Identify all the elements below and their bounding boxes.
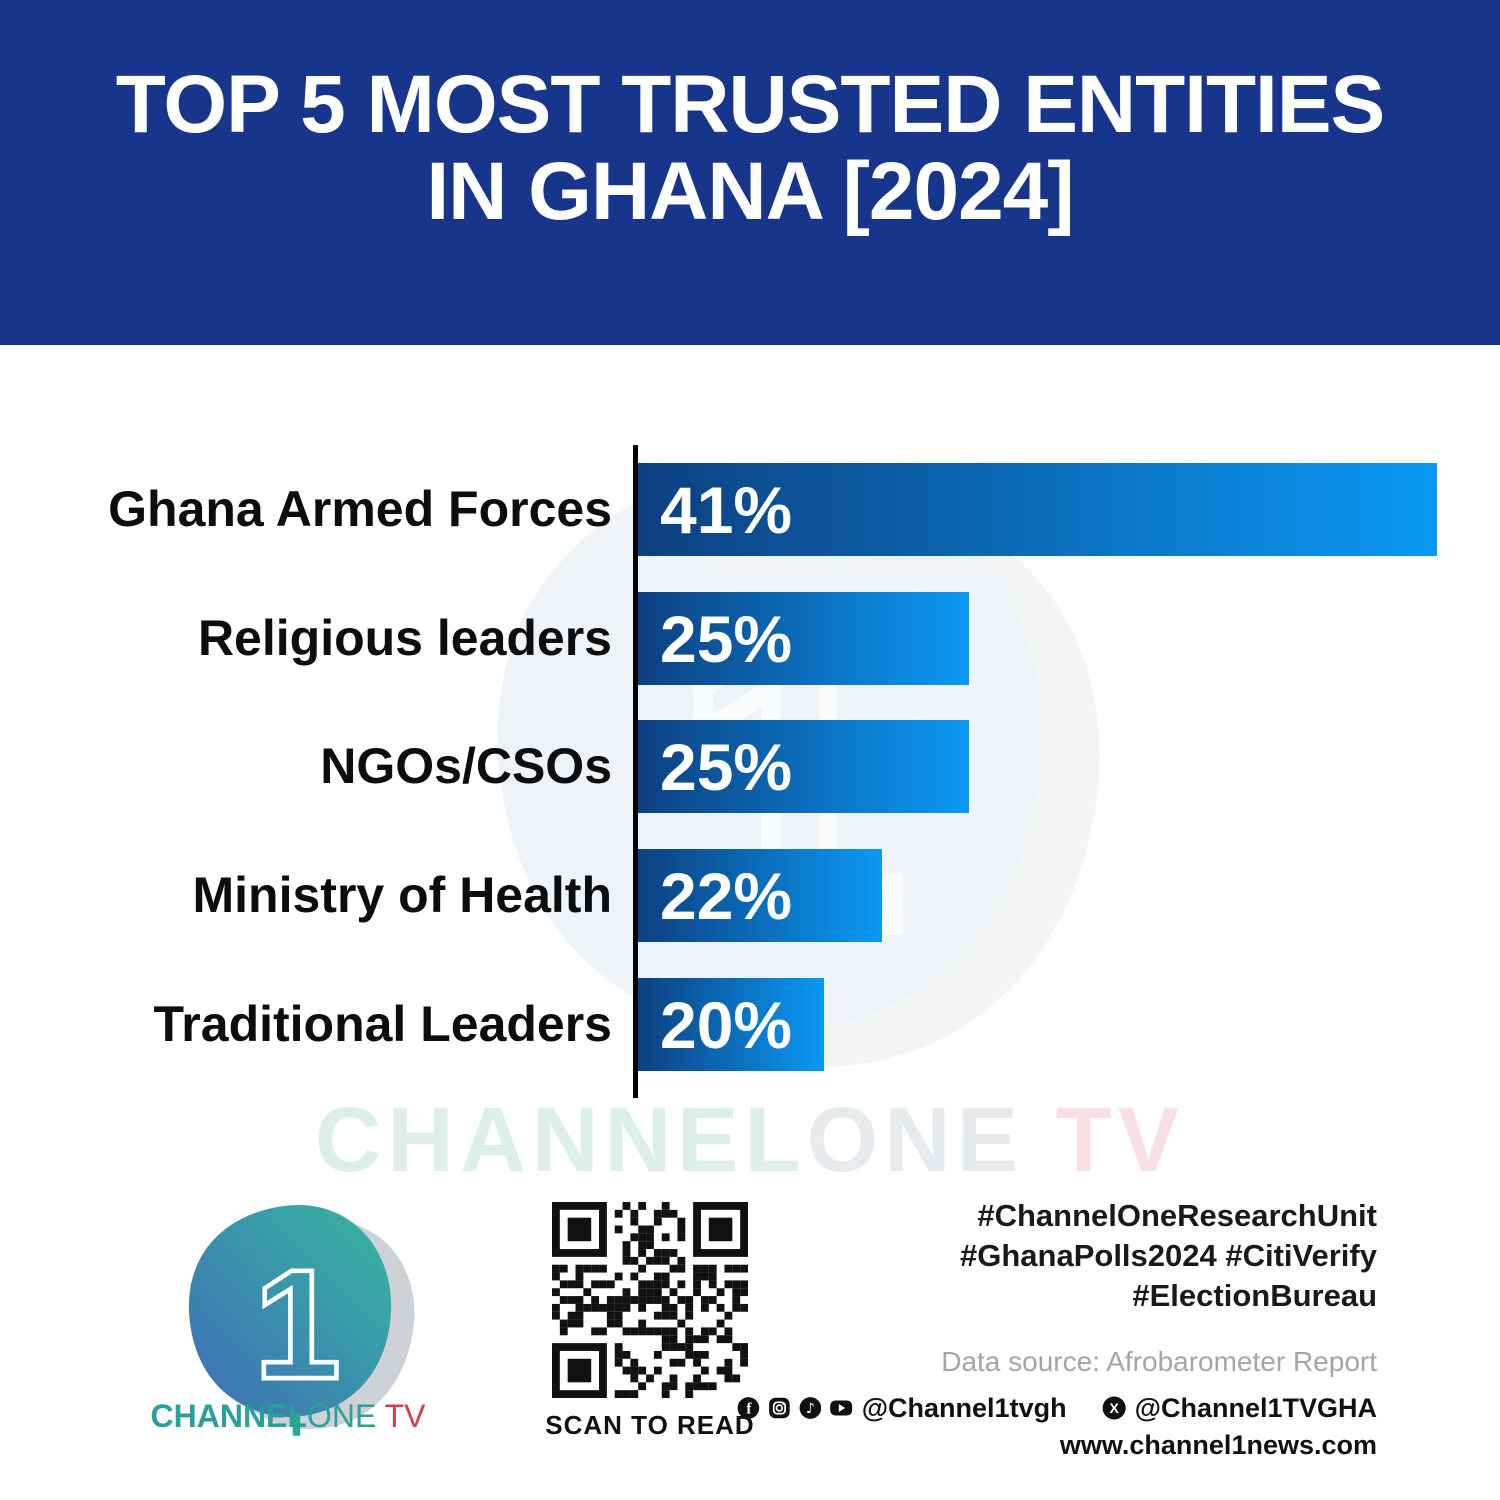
logo-wordmark: CHANNELONE TV — [138, 1398, 438, 1435]
bar-value-label: 41% — [660, 472, 793, 547]
website-url: www.channel1news.com — [1059, 1430, 1377, 1460]
footer-right-info: #ChannelOneResearchUnit #GhanaPolls2024 … — [737, 1196, 1377, 1461]
header-banner: TOP 5 MOST TRUSTED ENTITIES IN GHANA [20… — [0, 0, 1500, 345]
bar-religious-leaders: 25% — [638, 592, 969, 685]
category-label: Ghana Armed Forces — [108, 481, 612, 537]
title-line-1: TOP 5 MOST TRUSTED ENTITIES — [115, 59, 1385, 150]
svg-text:X: X — [1110, 1400, 1120, 1416]
bar-value-label: 25% — [660, 729, 793, 804]
watermark-one: ONE — [806, 1089, 1025, 1191]
category-label: NGOs/CSOs — [320, 738, 612, 794]
bar-ministry-of-health: 22% — [638, 849, 882, 942]
brand-watermark-text: CHANNELONE TV — [315, 1088, 1185, 1193]
social-handle-main: @Channel1tvgh — [861, 1392, 1067, 1423]
hashtag-line: #GhanaPolls2024 #CitiVerify — [960, 1238, 1377, 1273]
bar-value-label: 20% — [660, 987, 793, 1062]
hashtag-line: #ChannelOneResearchUnit — [977, 1198, 1377, 1233]
category-label: Traditional Leaders — [153, 996, 612, 1052]
page-title: TOP 5 MOST TRUSTED ENTITIES IN GHANA [20… — [0, 0, 1500, 236]
logo-digit-1: 1 — [254, 1238, 341, 1412]
chart-axis-line — [633, 445, 638, 1098]
category-label: Ministry of Health — [192, 867, 612, 923]
x-icon: X — [1102, 1396, 1127, 1420]
svg-text:♪: ♪ — [805, 1401, 814, 1417]
instagram-icon — [768, 1397, 790, 1419]
bar-value-label: 25% — [660, 601, 793, 676]
qr-code — [552, 1202, 748, 1398]
logo-word-one: ONE — [306, 1398, 377, 1434]
svg-text:f: f — [746, 1401, 752, 1418]
bar-ngos-csos: 25% — [638, 720, 969, 813]
social-row: f ♪ @Channel1tvgh X @Channel1T — [737, 1392, 1377, 1424]
watermark-tv: TV — [1024, 1089, 1186, 1191]
logo-word-tv: TV — [376, 1398, 426, 1434]
bar-traditional-leaders: 20% — [638, 978, 824, 1071]
data-source-note: Data source: Afrobarometer Report — [941, 1346, 1377, 1377]
youtube-icon — [830, 1400, 853, 1416]
facebook-icon: f — [737, 1397, 760, 1419]
social-handle-x: @Channel1TVGHA — [1134, 1392, 1377, 1423]
logo-word-channel: CHANNEL — [150, 1398, 307, 1434]
qr-caption: SCAN TO READ — [545, 1410, 755, 1440]
category-label: Religious leaders — [197, 610, 612, 666]
tiktok-icon: ♪ — [799, 1397, 821, 1419]
title-line-2: IN GHANA [2024] — [426, 145, 1074, 237]
channel-one-logo: 1 — [188, 1205, 415, 1436]
bar-ghana-armed-forces: 41% — [638, 463, 1437, 556]
bar-value-label: 22% — [660, 858, 793, 933]
hashtag-line: #ElectionBureau — [1132, 1278, 1377, 1313]
watermark-channel: CHANNEL — [314, 1089, 807, 1191]
